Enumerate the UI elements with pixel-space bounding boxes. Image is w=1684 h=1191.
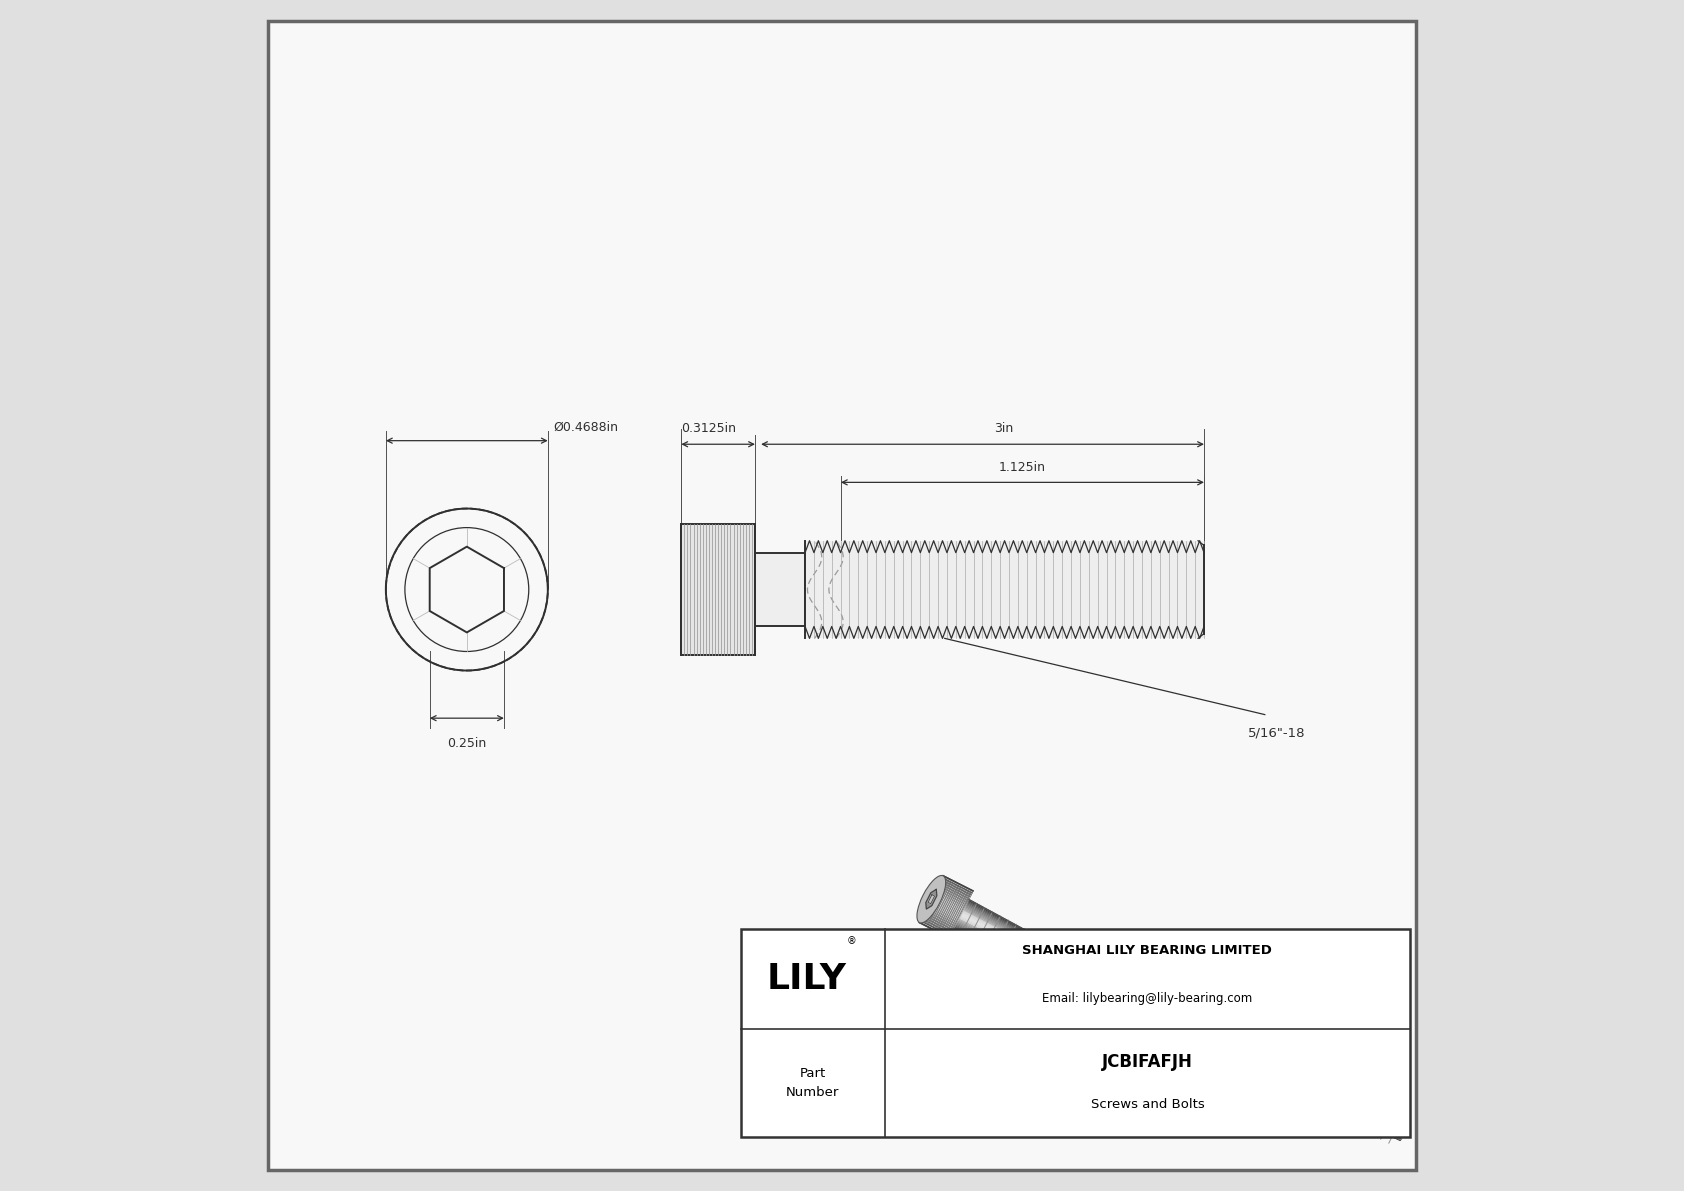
Bar <box>754 553 805 626</box>
Bar <box>741 929 1410 1137</box>
Bar <box>682 524 754 655</box>
Text: Part
Number: Part Number <box>786 1067 839 1099</box>
Polygon shape <box>928 894 935 904</box>
Text: Screws and Bolts: Screws and Bolts <box>1091 1098 1204 1111</box>
Text: 3in: 3in <box>994 422 1014 435</box>
Polygon shape <box>926 890 936 909</box>
Bar <box>805 541 1204 638</box>
Text: Email: lilybearing@lily-bearing.com: Email: lilybearing@lily-bearing.com <box>1042 992 1253 1004</box>
Text: ®: ® <box>847 936 857 947</box>
Text: 1.125in: 1.125in <box>999 461 1046 474</box>
Text: Ø0.4688in: Ø0.4688in <box>554 420 618 434</box>
Text: LILY: LILY <box>766 962 847 996</box>
FancyBboxPatch shape <box>268 21 1416 1170</box>
Text: SHANGHAI LILY BEARING LIMITED: SHANGHAI LILY BEARING LIMITED <box>1022 944 1273 956</box>
Text: JCBIFAFJH: JCBIFAFJH <box>1101 1053 1192 1071</box>
Text: 0.25in: 0.25in <box>448 737 487 750</box>
Text: 0.3125in: 0.3125in <box>682 422 736 435</box>
Ellipse shape <box>916 875 946 923</box>
Text: 5/16"-18: 5/16"-18 <box>1248 727 1305 740</box>
